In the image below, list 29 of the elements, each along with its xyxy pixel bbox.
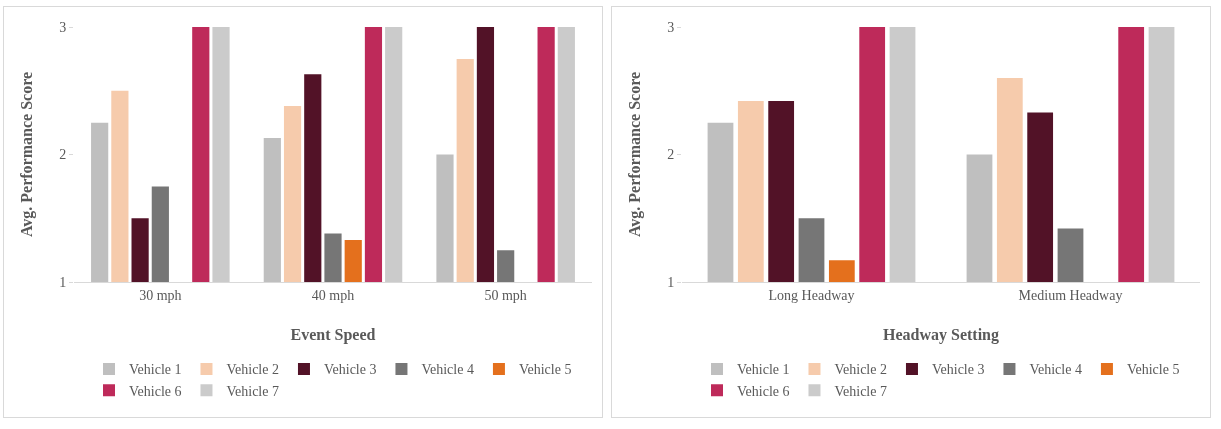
legend-label: Vehicle 4 <box>421 362 474 378</box>
x-tick-label: 50 mph <box>484 287 527 303</box>
x-tick-label: Long Headway <box>768 287 855 303</box>
legend-label: Vehicle 5 <box>1126 362 1180 378</box>
y-tick-label: 2 <box>667 147 675 163</box>
y-axis-title: Avg. Performance Score <box>18 71 36 238</box>
y-tick-label: 3 <box>59 19 67 35</box>
legend-label: Vehicle 4 <box>1029 362 1082 378</box>
legend-label: Vehicle 2 <box>834 362 887 378</box>
legend-label: Vehicle 3 <box>931 362 985 378</box>
legend-label: Vehicle 5 <box>518 362 572 378</box>
legend-label: Vehicle 2 <box>226 362 279 378</box>
legend-label: Vehicle 6 <box>129 383 182 399</box>
y-tick-label: 1 <box>667 274 675 290</box>
y-tick-label: 3 <box>667 19 675 35</box>
x-tick-label: Medium Headway <box>1018 287 1123 303</box>
legend-label: Vehicle 7 <box>226 383 279 399</box>
y-tick-label: 1 <box>59 274 67 290</box>
legend-label: Vehicle 6 <box>737 383 790 399</box>
x-axis-title: Headway Setting <box>883 326 999 344</box>
x-tick-label: 40 mph <box>311 287 355 303</box>
y-axis-title: Avg. Performance Score <box>626 71 644 238</box>
legend-label: Vehicle 1 <box>129 362 182 378</box>
x-axis-title: Event Speed <box>290 326 376 344</box>
x-tick-label: 30 mph <box>139 287 182 303</box>
legend-label: Vehicle 3 <box>323 362 377 378</box>
legend-label: Vehicle 1 <box>737 362 790 378</box>
legend-label: Vehicle 7 <box>834 383 887 399</box>
y-tick-label: 2 <box>59 147 67 163</box>
